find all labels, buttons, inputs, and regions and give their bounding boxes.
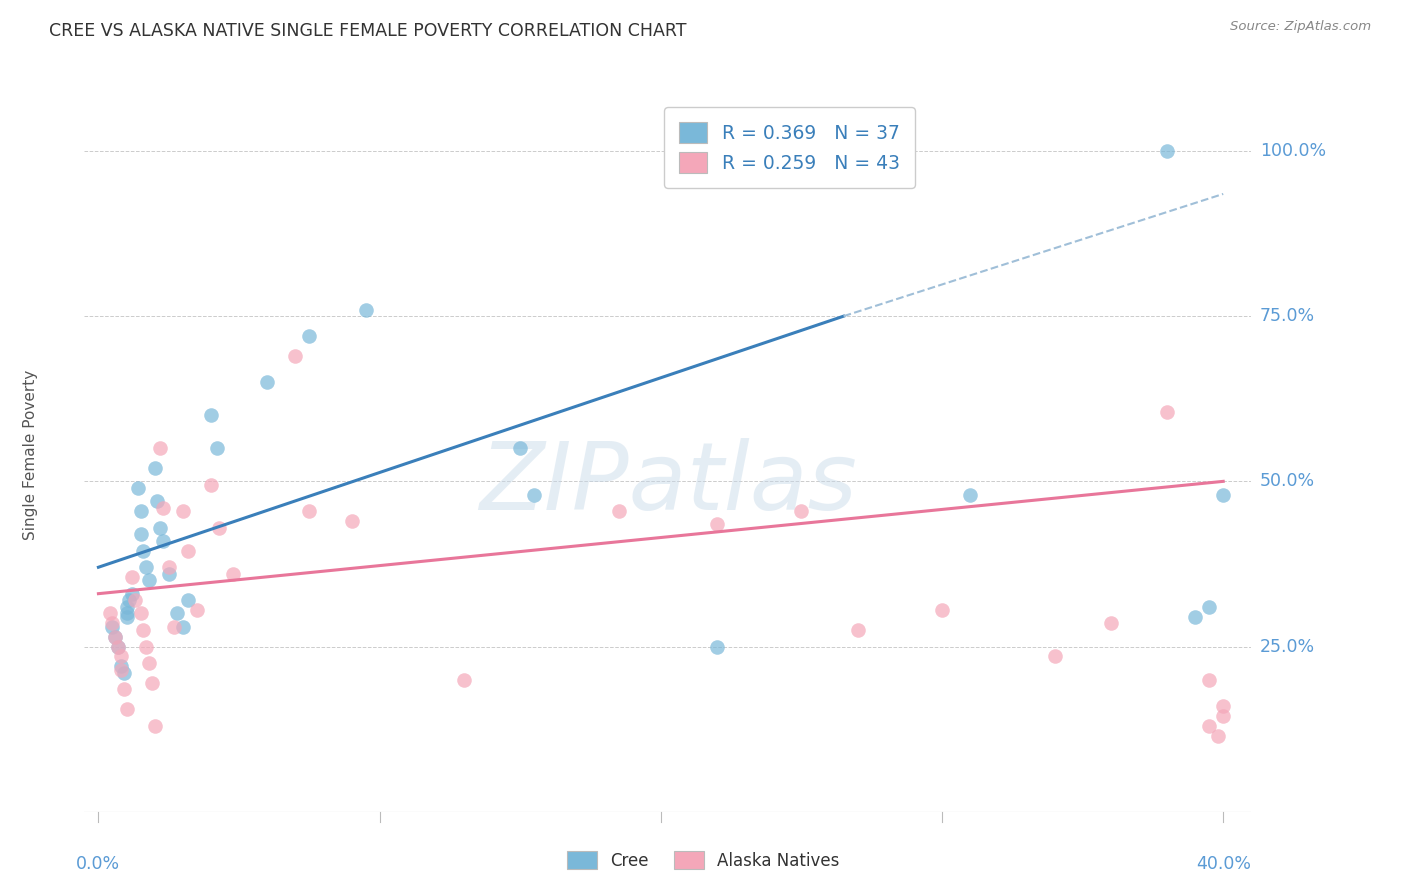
Point (138, 656, 160, 670)
Point (112, 665, 135, 680)
Point (931, 603, 953, 617)
Point (186, 603, 208, 617)
Point (132, 543, 155, 558)
Point (172, 504, 194, 518)
Point (141, 676, 163, 690)
Point (200, 409, 222, 423)
Point (208, 520, 231, 534)
Point (157, 560, 180, 574)
Point (172, 620, 194, 634)
Point (1184, 609, 1206, 624)
Legend: R = 0.369   N = 37, R = 0.259   N = 43: R = 0.369 N = 37, R = 0.259 N = 43 (664, 108, 915, 188)
Point (121, 570, 143, 584)
Point (104, 630, 127, 644)
Point (1099, 616, 1122, 631)
Point (200, 477, 222, 491)
Point (1212, 698, 1234, 713)
Point (354, 302, 377, 317)
Text: 25.0%: 25.0% (1260, 638, 1315, 656)
Point (1206, 729, 1229, 743)
Point (790, 504, 813, 518)
Point (115, 609, 138, 624)
Point (129, 607, 152, 621)
Point (157, 566, 180, 581)
Point (607, 504, 630, 518)
Text: 75.0%: 75.0% (1260, 307, 1315, 326)
Point (177, 543, 200, 558)
Point (98, 607, 121, 621)
Point (107, 640, 129, 654)
Point (523, 487, 546, 501)
Point (1156, 144, 1178, 158)
Point (846, 623, 869, 637)
Point (110, 659, 132, 673)
Point (205, 442, 228, 456)
Point (115, 607, 138, 621)
Point (1198, 673, 1220, 687)
Text: Single Female Poverty: Single Female Poverty (22, 370, 38, 540)
Point (166, 607, 188, 621)
Point (149, 442, 172, 456)
Point (129, 504, 152, 518)
Point (1198, 719, 1220, 733)
Point (256, 376, 278, 390)
Legend: Cree, Alaska Natives: Cree, Alaska Natives (560, 845, 846, 877)
Point (340, 514, 363, 528)
Text: 40.0%: 40.0% (1195, 855, 1251, 872)
Point (152, 500, 174, 515)
Point (284, 349, 307, 363)
Point (138, 574, 160, 588)
Point (143, 719, 166, 733)
Point (115, 599, 138, 614)
Point (112, 682, 135, 697)
Point (110, 663, 132, 677)
Point (1043, 649, 1066, 664)
Point (101, 616, 124, 631)
Point (298, 329, 321, 343)
Text: 0.0%: 0.0% (76, 855, 121, 872)
Point (706, 640, 728, 654)
Point (509, 442, 531, 456)
Point (118, 593, 141, 607)
Point (107, 640, 129, 654)
Point (121, 587, 143, 601)
Point (115, 702, 138, 716)
Text: 100.0%: 100.0% (1260, 142, 1326, 160)
Point (1198, 599, 1220, 614)
Text: 50.0%: 50.0% (1260, 473, 1315, 491)
Point (146, 494, 169, 508)
Point (135, 640, 157, 654)
Point (706, 517, 728, 532)
Point (110, 649, 132, 664)
Point (222, 566, 245, 581)
Point (1212, 487, 1234, 501)
Point (132, 623, 155, 637)
Point (127, 481, 149, 495)
Point (177, 593, 200, 607)
Text: Source: ZipAtlas.com: Source: ZipAtlas.com (1230, 20, 1371, 33)
Text: ZIPatlas: ZIPatlas (479, 438, 856, 529)
Point (1212, 709, 1234, 723)
Point (135, 560, 157, 574)
Point (453, 673, 475, 687)
Point (959, 487, 981, 501)
Point (101, 620, 124, 634)
Point (1156, 405, 1178, 419)
Point (124, 593, 146, 607)
Point (143, 461, 166, 475)
Point (149, 520, 172, 534)
Point (152, 533, 174, 548)
Text: CREE VS ALASKA NATIVE SINGLE FEMALE POVERTY CORRELATION CHART: CREE VS ALASKA NATIVE SINGLE FEMALE POVE… (49, 22, 686, 40)
Point (298, 504, 321, 518)
Point (104, 630, 127, 644)
Point (129, 527, 152, 541)
Point (163, 620, 186, 634)
